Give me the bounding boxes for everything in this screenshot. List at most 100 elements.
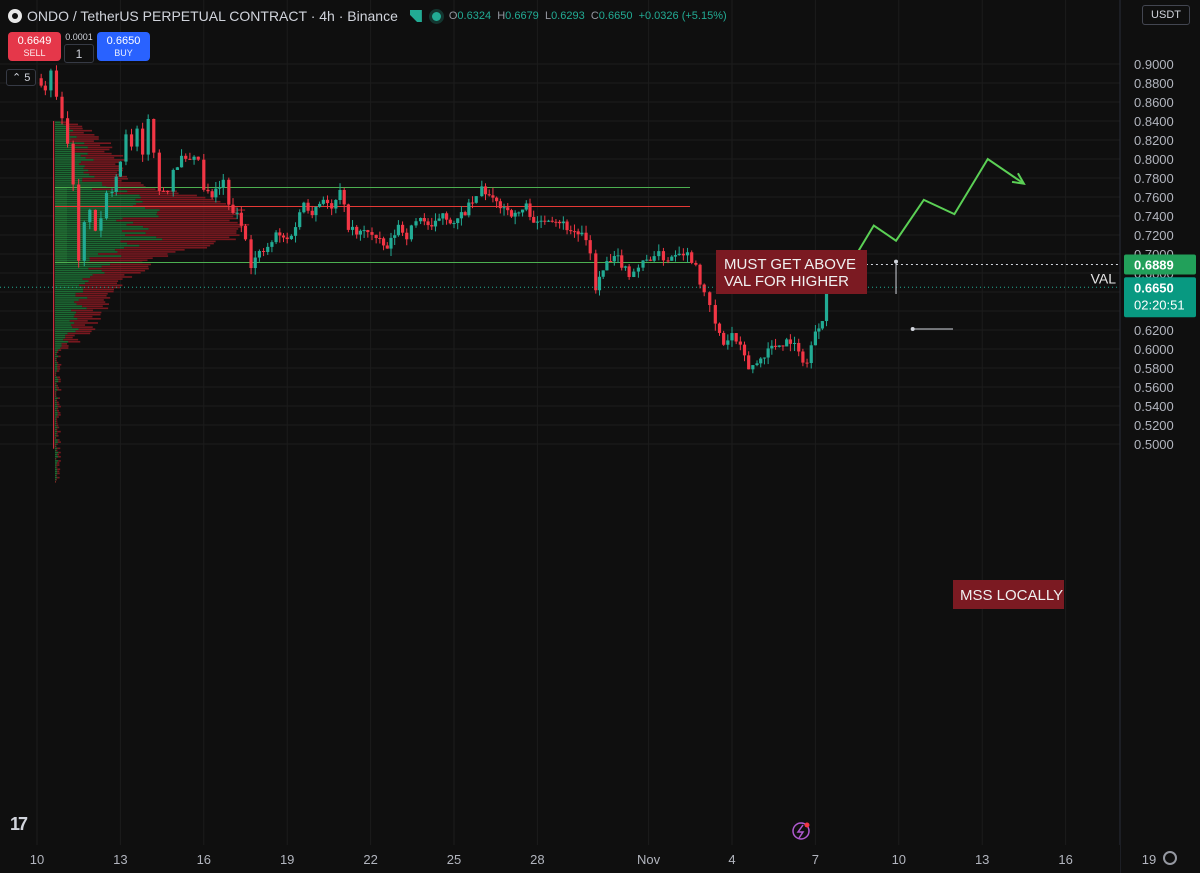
candle[interactable] xyxy=(612,256,616,262)
candle[interactable] xyxy=(257,251,261,258)
candle[interactable] xyxy=(801,351,805,363)
sell-button[interactable]: 0.6649 SELL xyxy=(8,32,61,61)
candle[interactable] xyxy=(770,345,774,349)
candle[interactable] xyxy=(641,260,645,268)
currency-select[interactable]: USDT xyxy=(1142,5,1190,25)
candle[interactable] xyxy=(422,217,426,222)
candle[interactable] xyxy=(60,96,64,119)
candle[interactable] xyxy=(788,339,792,344)
projected-path[interactable] xyxy=(853,157,1025,259)
candle[interactable] xyxy=(430,225,434,227)
candle[interactable] xyxy=(409,225,413,240)
candle[interactable] xyxy=(524,203,528,210)
candle[interactable] xyxy=(88,209,92,223)
candle[interactable] xyxy=(374,234,378,239)
candle[interactable] xyxy=(517,212,521,214)
quantity-stepper[interactable]: 0.0001 1 xyxy=(64,32,94,63)
candle[interactable] xyxy=(558,221,562,224)
candle[interactable] xyxy=(166,190,170,192)
candle[interactable] xyxy=(677,253,681,256)
candle[interactable] xyxy=(249,239,253,269)
candle[interactable] xyxy=(366,230,370,233)
candle[interactable] xyxy=(426,221,430,226)
candle[interactable] xyxy=(393,235,397,238)
candle[interactable] xyxy=(738,341,742,345)
candle[interactable] xyxy=(414,221,418,226)
candle[interactable] xyxy=(278,232,282,236)
candle[interactable] xyxy=(196,156,200,160)
candle[interactable] xyxy=(400,224,405,233)
candle[interactable] xyxy=(231,204,235,213)
candle[interactable] xyxy=(620,255,624,268)
candle[interactable] xyxy=(129,134,134,147)
candle[interactable] xyxy=(448,219,452,224)
buy-button[interactable]: 0.6650 BUY xyxy=(97,32,150,61)
candle[interactable] xyxy=(405,232,409,240)
candle[interactable] xyxy=(576,231,580,235)
candle[interactable] xyxy=(824,287,829,322)
candle[interactable] xyxy=(459,212,464,219)
candle[interactable] xyxy=(456,218,460,224)
candle[interactable] xyxy=(49,70,53,91)
time-axis[interactable] xyxy=(0,845,1120,873)
candle[interactable] xyxy=(751,365,755,370)
candle[interactable] xyxy=(362,230,366,232)
candle[interactable] xyxy=(298,212,302,228)
candle[interactable] xyxy=(350,226,355,230)
candle[interactable] xyxy=(502,207,506,209)
candle[interactable] xyxy=(389,237,393,249)
candle[interactable] xyxy=(141,128,145,155)
candle[interactable] xyxy=(597,276,602,291)
candle[interactable] xyxy=(274,232,278,243)
candle[interactable] xyxy=(385,245,389,249)
candle[interactable] xyxy=(543,220,547,222)
candle[interactable] xyxy=(325,199,330,204)
candle[interactable] xyxy=(334,199,338,209)
candle[interactable] xyxy=(722,332,726,345)
candle[interactable] xyxy=(135,128,139,147)
candle[interactable] xyxy=(498,201,502,209)
candle[interactable] xyxy=(657,251,661,257)
candle[interactable] xyxy=(726,340,730,345)
candle[interactable] xyxy=(470,202,475,204)
candle[interactable] xyxy=(652,256,656,261)
candle[interactable] xyxy=(285,237,289,240)
candle[interactable] xyxy=(717,323,722,333)
symbol-title[interactable]: ONDO / TetherUS PERPETUAL CONTRACT · 4h … xyxy=(27,8,398,24)
candle[interactable] xyxy=(281,235,286,238)
candle[interactable] xyxy=(202,159,206,190)
settings-icon[interactable] xyxy=(1163,851,1177,865)
candle[interactable] xyxy=(734,333,738,342)
candle[interactable] xyxy=(124,134,128,162)
candle[interactable] xyxy=(210,191,214,198)
candle[interactable] xyxy=(777,345,781,347)
candle[interactable] xyxy=(214,188,218,198)
candle[interactable] xyxy=(452,223,456,225)
candle[interactable] xyxy=(627,266,631,277)
candle[interactable] xyxy=(554,221,558,223)
candle[interactable] xyxy=(358,230,363,235)
candle[interactable] xyxy=(188,158,192,160)
candle[interactable] xyxy=(146,118,150,155)
candle[interactable] xyxy=(713,305,717,324)
candle[interactable] xyxy=(441,213,445,219)
candle[interactable] xyxy=(179,155,184,168)
candle[interactable] xyxy=(433,220,438,227)
candle[interactable] xyxy=(546,220,551,222)
candle[interactable] xyxy=(104,192,109,219)
candle[interactable] xyxy=(184,155,188,159)
candle[interactable] xyxy=(437,218,441,221)
candle[interactable] xyxy=(330,203,334,209)
val-annotation-box[interactable] xyxy=(716,250,867,294)
candle[interactable] xyxy=(670,256,674,261)
candle[interactable] xyxy=(755,363,759,366)
candle[interactable] xyxy=(206,189,210,192)
candle[interactable] xyxy=(463,212,467,216)
candle[interactable] xyxy=(569,230,573,232)
candle[interactable] xyxy=(747,355,751,370)
candle[interactable] xyxy=(342,190,346,205)
candle[interactable] xyxy=(605,261,609,271)
candle[interactable] xyxy=(43,85,47,91)
candle[interactable] xyxy=(809,345,813,364)
